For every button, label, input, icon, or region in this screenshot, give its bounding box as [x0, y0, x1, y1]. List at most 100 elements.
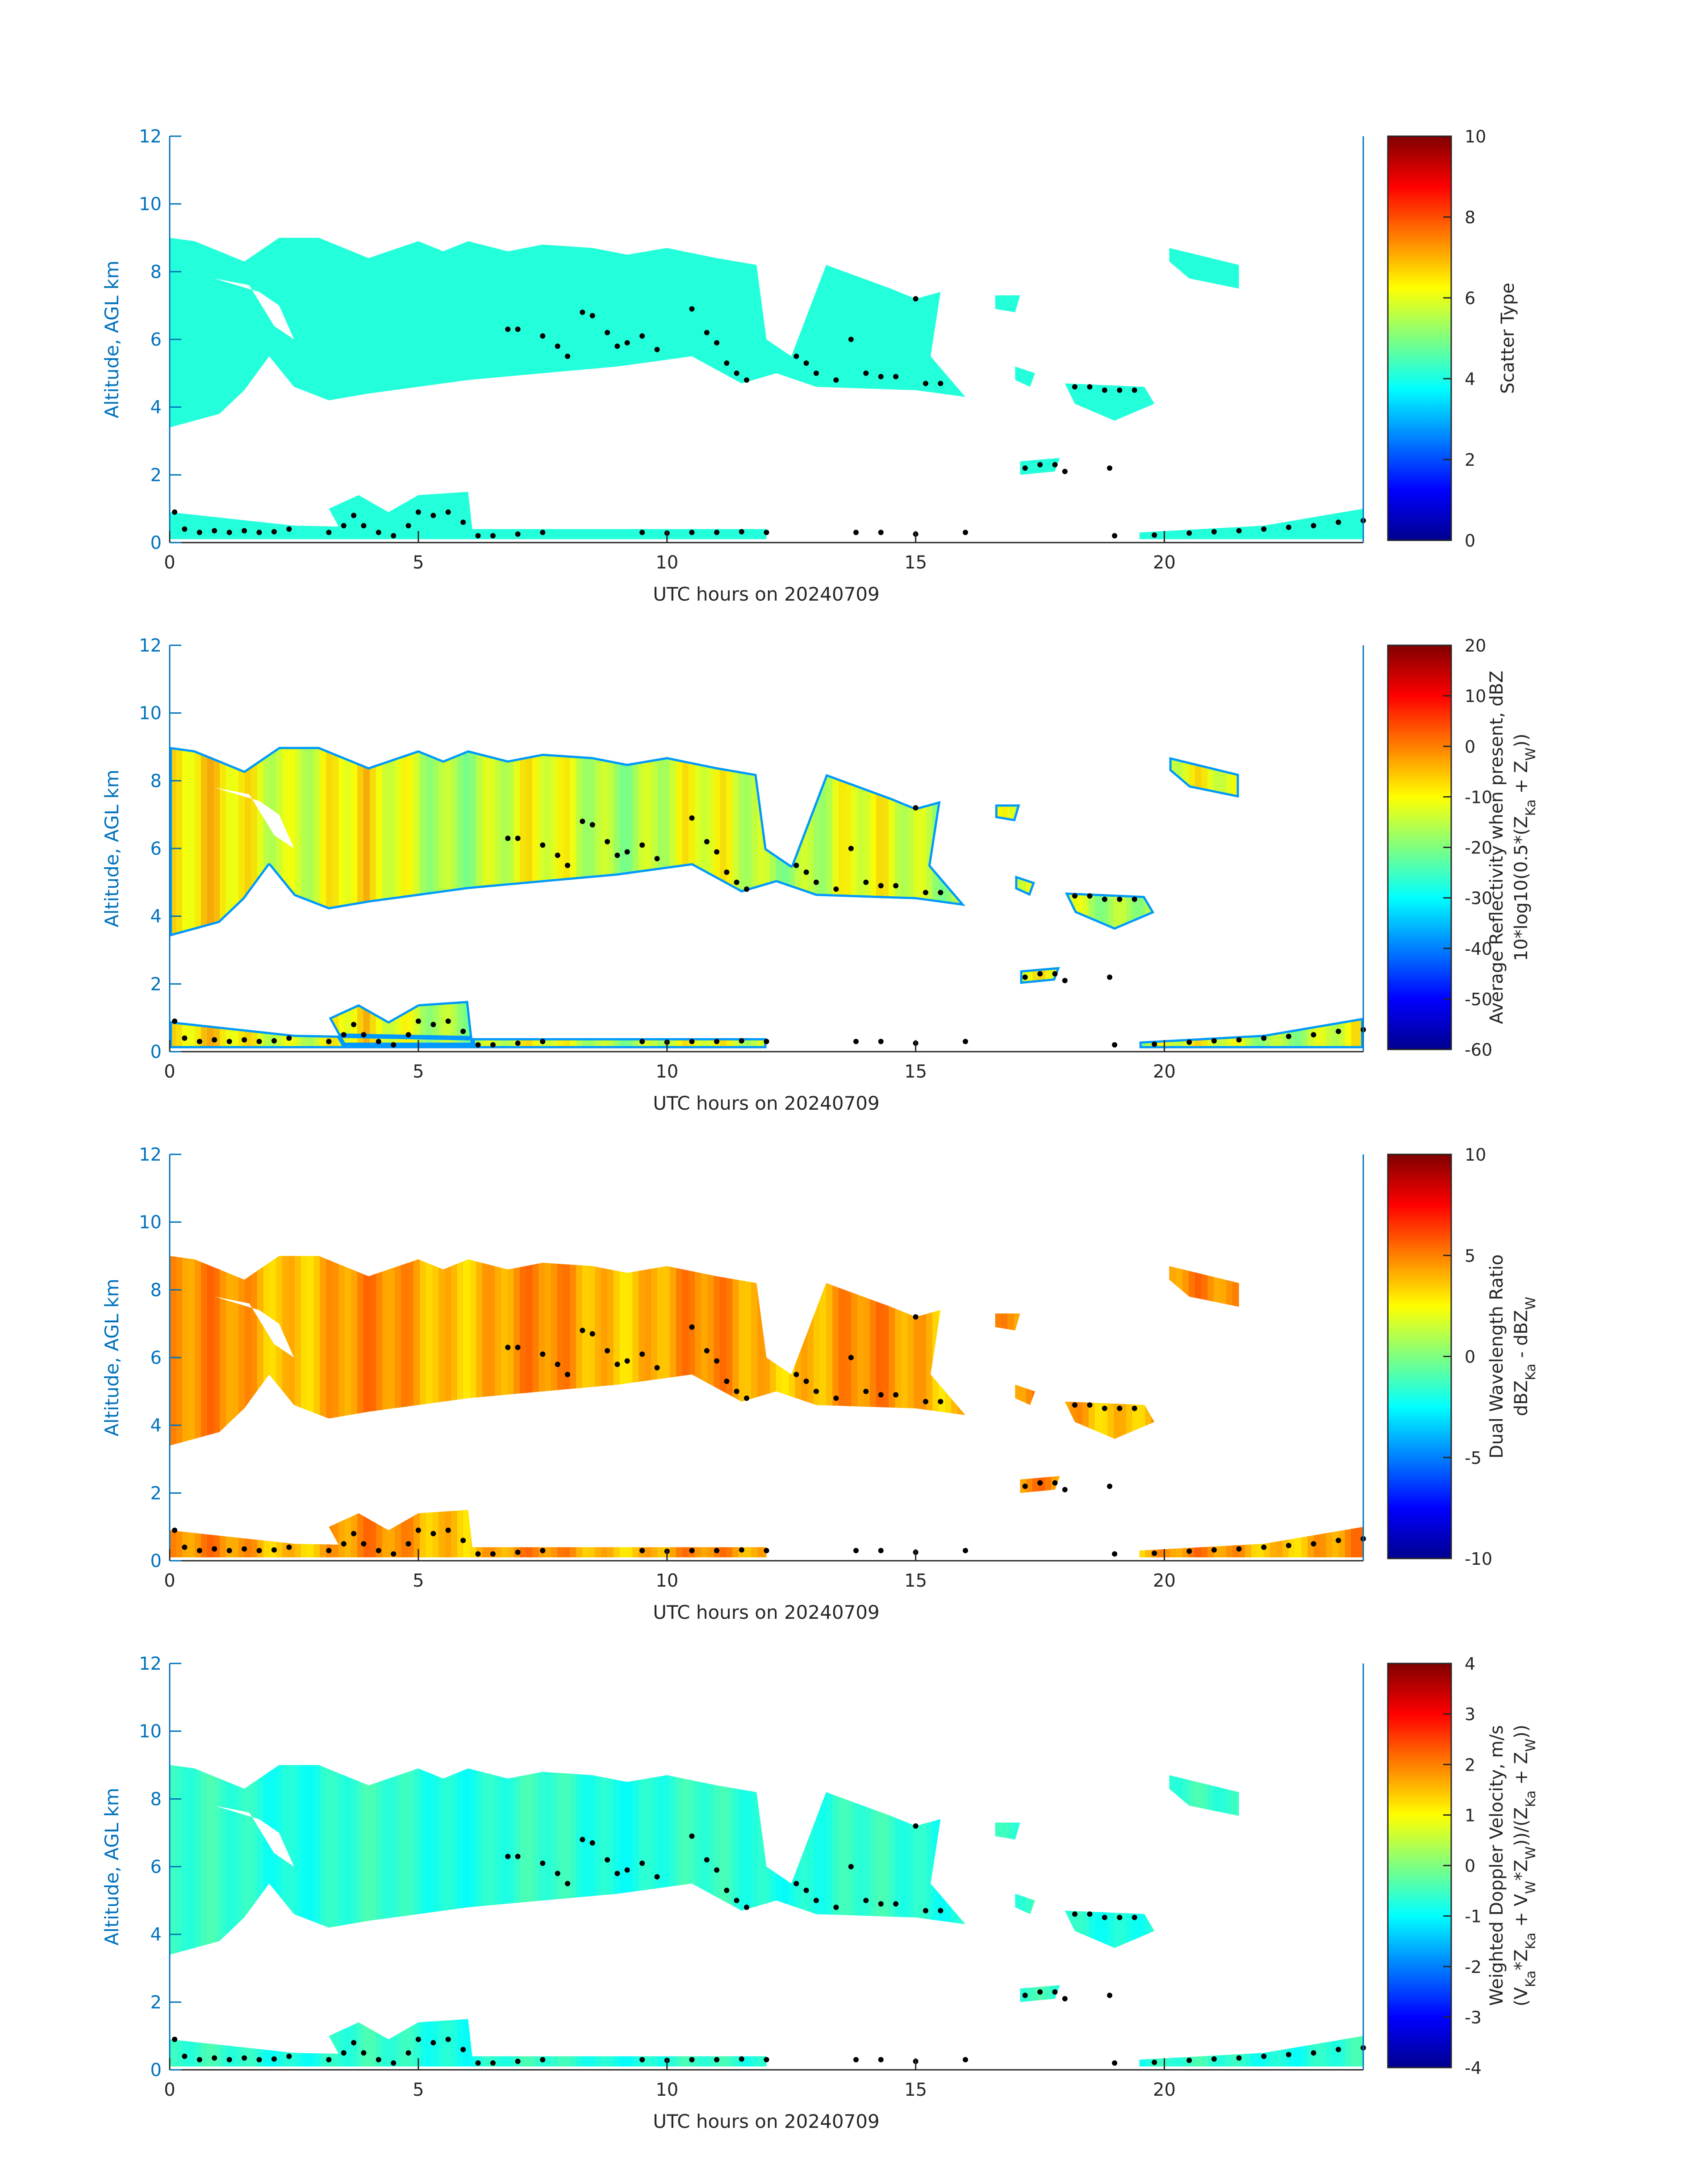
colorbar [1387, 1153, 1452, 1559]
marker-point [764, 1548, 769, 1554]
y-tick-label: 8 [150, 262, 162, 282]
x-axis-label: UTC hours on 20240709 [653, 1601, 880, 1623]
y-tick-label: 4 [150, 1416, 162, 1436]
x-tick-label: 15 [904, 552, 927, 573]
marker-point [793, 1880, 799, 1886]
marker-point [923, 1908, 928, 1914]
marker-point [505, 1854, 511, 1859]
marker-point [878, 1392, 884, 1398]
marker-point [724, 1379, 730, 1384]
colorbar-tick-label: 10 [1465, 1145, 1486, 1165]
marker-point [415, 2036, 421, 2042]
marker-point [764, 2057, 769, 2063]
marker-point [1102, 1405, 1107, 1411]
y-tick-label: 12 [139, 1145, 162, 1165]
marker-point [863, 370, 869, 376]
y-tick-label: 6 [150, 330, 162, 350]
marker-point [391, 2060, 397, 2066]
marker-point [734, 1897, 739, 1903]
marker-point [853, 1039, 859, 1045]
marker-point [803, 1379, 809, 1384]
marker-point [1062, 978, 1068, 983]
marker-point [505, 836, 511, 841]
marker-point [242, 1546, 247, 1552]
marker-point [605, 1348, 610, 1354]
marker-point [1186, 530, 1192, 536]
marker-point [848, 846, 854, 851]
marker-point [913, 1823, 919, 1829]
echo-region-boundary-layer-strip [170, 512, 767, 539]
marker-point [1211, 2056, 1217, 2062]
marker-point [1112, 1551, 1118, 1557]
marker-point [1087, 384, 1093, 390]
x-tick-label: 20 [1153, 1061, 1176, 1082]
colorbar-tick-label: -1 [1465, 1907, 1482, 1926]
colorbar [1387, 135, 1452, 541]
marker-point [1112, 533, 1118, 539]
marker-point [326, 530, 332, 535]
marker-point [1062, 1996, 1068, 2002]
marker-point [212, 1037, 217, 1043]
marker-point [376, 1039, 381, 1045]
marker-point [1152, 1550, 1157, 1556]
colorbar-ticks: -60 -50 -40 -30 -20 -10 0 10 20 [1443, 636, 1492, 1060]
marker-point [848, 1355, 854, 1360]
marker-point [893, 1901, 899, 1907]
marker-point [605, 1857, 610, 1863]
marker-point [1052, 1480, 1058, 1486]
marker-point [1102, 387, 1107, 393]
marker-point [182, 1544, 188, 1550]
marker-point [242, 2055, 247, 2061]
marker-point [405, 523, 411, 529]
marker-point [793, 1371, 799, 1377]
colorbar-tick-label: 2 [1465, 450, 1475, 470]
marker-point [1072, 1402, 1077, 1408]
marker-point [565, 862, 570, 868]
marker-point [515, 1854, 521, 1859]
marker-point [490, 533, 496, 539]
x-tick-label: 15 [904, 1571, 927, 1591]
marker-point [445, 2036, 451, 2042]
marker-point [1037, 1480, 1043, 1486]
marker-point [286, 526, 292, 532]
marker-point [639, 1351, 645, 1357]
marker-point [1132, 1914, 1137, 1920]
colorbar-ticks: -10 -5 0 5 10 [1443, 1145, 1492, 1569]
marker-point [555, 1871, 560, 1876]
echo-region-cloud-near-17h-mid [1015, 366, 1035, 387]
marker-point [430, 2040, 436, 2046]
marker-point [271, 2056, 277, 2062]
marker-point [475, 2060, 481, 2066]
x-tick-label: 10 [656, 1061, 678, 1082]
marker-point [242, 528, 247, 534]
marker-point [744, 1905, 749, 1910]
marker-point [376, 1548, 381, 1554]
marker-point [515, 836, 521, 841]
marker-point [739, 1038, 744, 1044]
marker-point [704, 1348, 710, 1354]
marker-point [1087, 893, 1093, 899]
colorbar-tick-label: -4 [1465, 2058, 1482, 2078]
marker-point [863, 879, 869, 885]
marker-point [212, 528, 217, 534]
marker-point [1311, 523, 1316, 529]
marker-point [863, 1388, 869, 1394]
echo-edge [1018, 965, 1062, 986]
marker-point [1117, 1914, 1123, 1920]
marker-point [689, 815, 695, 821]
marker-point [813, 370, 819, 376]
marker-point [405, 1032, 411, 1038]
marker-point [744, 1396, 749, 1401]
marker-point [212, 2055, 217, 2061]
colorbar-tick-label: 6 [1465, 288, 1475, 308]
marker-point [589, 1840, 595, 1846]
marker-point [256, 530, 262, 535]
colorbar-tick-label: -2 [1465, 1957, 1482, 1977]
marker-point [1022, 465, 1028, 471]
marker-point [1211, 1038, 1217, 1044]
marker-point [196, 1039, 202, 1045]
marker-point [460, 2047, 466, 2052]
marker-point [813, 879, 819, 885]
marker-point [580, 1837, 585, 1843]
